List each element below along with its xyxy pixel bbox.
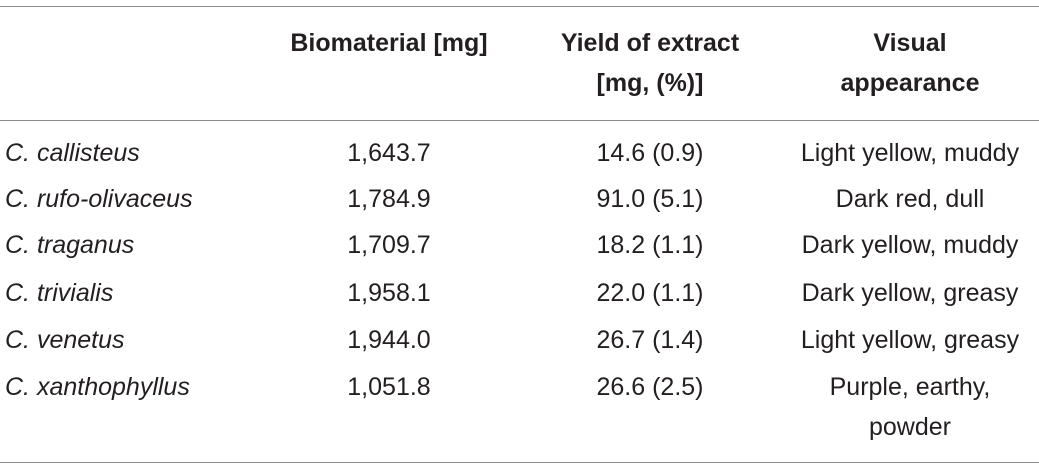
yield-value: 18.2 (1.1): [596, 231, 704, 259]
appearance-value: Light yellow, muddy: [800, 139, 1020, 167]
appearance-value: Dark yellow, muddy: [801, 231, 1019, 259]
appearance-value: Dark red, dull: [835, 185, 985, 213]
appearance-value: Dark yellow, greasy: [801, 279, 1019, 307]
species-name: C. trivialis: [5, 279, 114, 307]
table-top-rule: [0, 6, 1039, 7]
biomaterial-value: 1,709.7: [347, 231, 431, 259]
yield-value: 26.7 (1.4): [596, 326, 704, 354]
header-biomaterial: Biomaterial [mg]: [262, 23, 516, 63]
appearance-value: Purple, earthy, powder: [776, 367, 1039, 447]
header-biomaterial-label: Biomaterial [mg]: [290, 29, 488, 57]
header-visual-appearance: Visual appearance: [786, 23, 1034, 103]
species-name: C. rufo-olivaceus: [5, 185, 193, 213]
yield-value: 14.6 (0.9): [596, 139, 704, 167]
appearance-value: Light yellow, greasy: [800, 326, 1020, 354]
biomaterial-value: 1,944.0: [347, 326, 431, 354]
header-yield-line2: [mg, (%)]: [596, 69, 704, 97]
biomaterial-value: 1,643.7: [347, 139, 431, 167]
biomaterial-value: 1,784.9: [347, 185, 431, 213]
biomaterial-value: 1,051.8: [347, 373, 431, 401]
yield-value: 22.0 (1.1): [596, 279, 704, 307]
header-yield: Yield of extract [mg, (%)]: [530, 23, 770, 103]
appearance-line2: powder: [869, 413, 951, 441]
biomaterial-value: 1,958.1: [347, 279, 431, 307]
appearance-line1: Purple, earthy,: [829, 373, 991, 401]
yield-value: 26.6 (2.5): [596, 373, 704, 401]
species-name: C. callisteus: [5, 139, 140, 167]
species-name: C. traganus: [5, 231, 135, 259]
species-name: C. xanthophyllus: [5, 373, 190, 401]
header-yield-line1: Yield of extract: [560, 29, 740, 57]
table-bottom-rule: [0, 462, 1039, 463]
header-visual-line1: Visual: [873, 29, 947, 57]
yield-value: 91.0 (5.1): [596, 185, 704, 213]
header-visual-line2: appearance: [840, 69, 980, 97]
header-divider-rule: [0, 120, 1039, 121]
species-name: C. venetus: [5, 326, 125, 354]
